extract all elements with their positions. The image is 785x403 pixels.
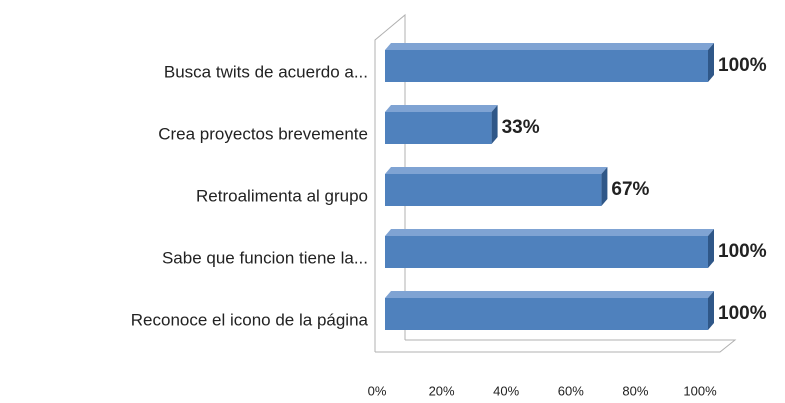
value-label: 100% [718,241,767,262]
bar-top [385,105,498,112]
bar-side [491,105,498,144]
bar [385,298,708,330]
bar-top [385,43,714,50]
bar [385,236,708,268]
value-label: 100% [718,55,767,76]
value-label: 100% [718,303,767,324]
value-label: 33% [502,117,540,138]
value-label: 67% [611,179,649,200]
floor [375,339,737,353]
bar [385,112,492,144]
bar-top [385,167,608,174]
y-tick-label: Retroalimenta al grupo [196,186,368,205]
y-tick-label: Busca twits de acuerdo a... [164,62,368,81]
bar [385,50,708,82]
y-tick-label: Sabe que funcion tiene la... [162,248,368,267]
bar [385,174,602,206]
x-tick-label: 20% [429,383,455,398]
x-tick-label: 100% [683,383,717,398]
x-tick-label: 80% [622,383,648,398]
bar-side [708,229,714,268]
bar-top [385,291,714,298]
y-tick-label: Reconoce el icono de la página [131,310,369,329]
x-tick-label: 0% [368,383,387,398]
bar-side [708,43,714,82]
x-tick-label: 60% [558,383,584,398]
x-tick-label: 40% [493,383,519,398]
bar-side [601,167,608,206]
y-tick-label: Crea proyectos brevemente [158,124,368,143]
bar-top [385,229,714,236]
bar-side [708,291,714,330]
